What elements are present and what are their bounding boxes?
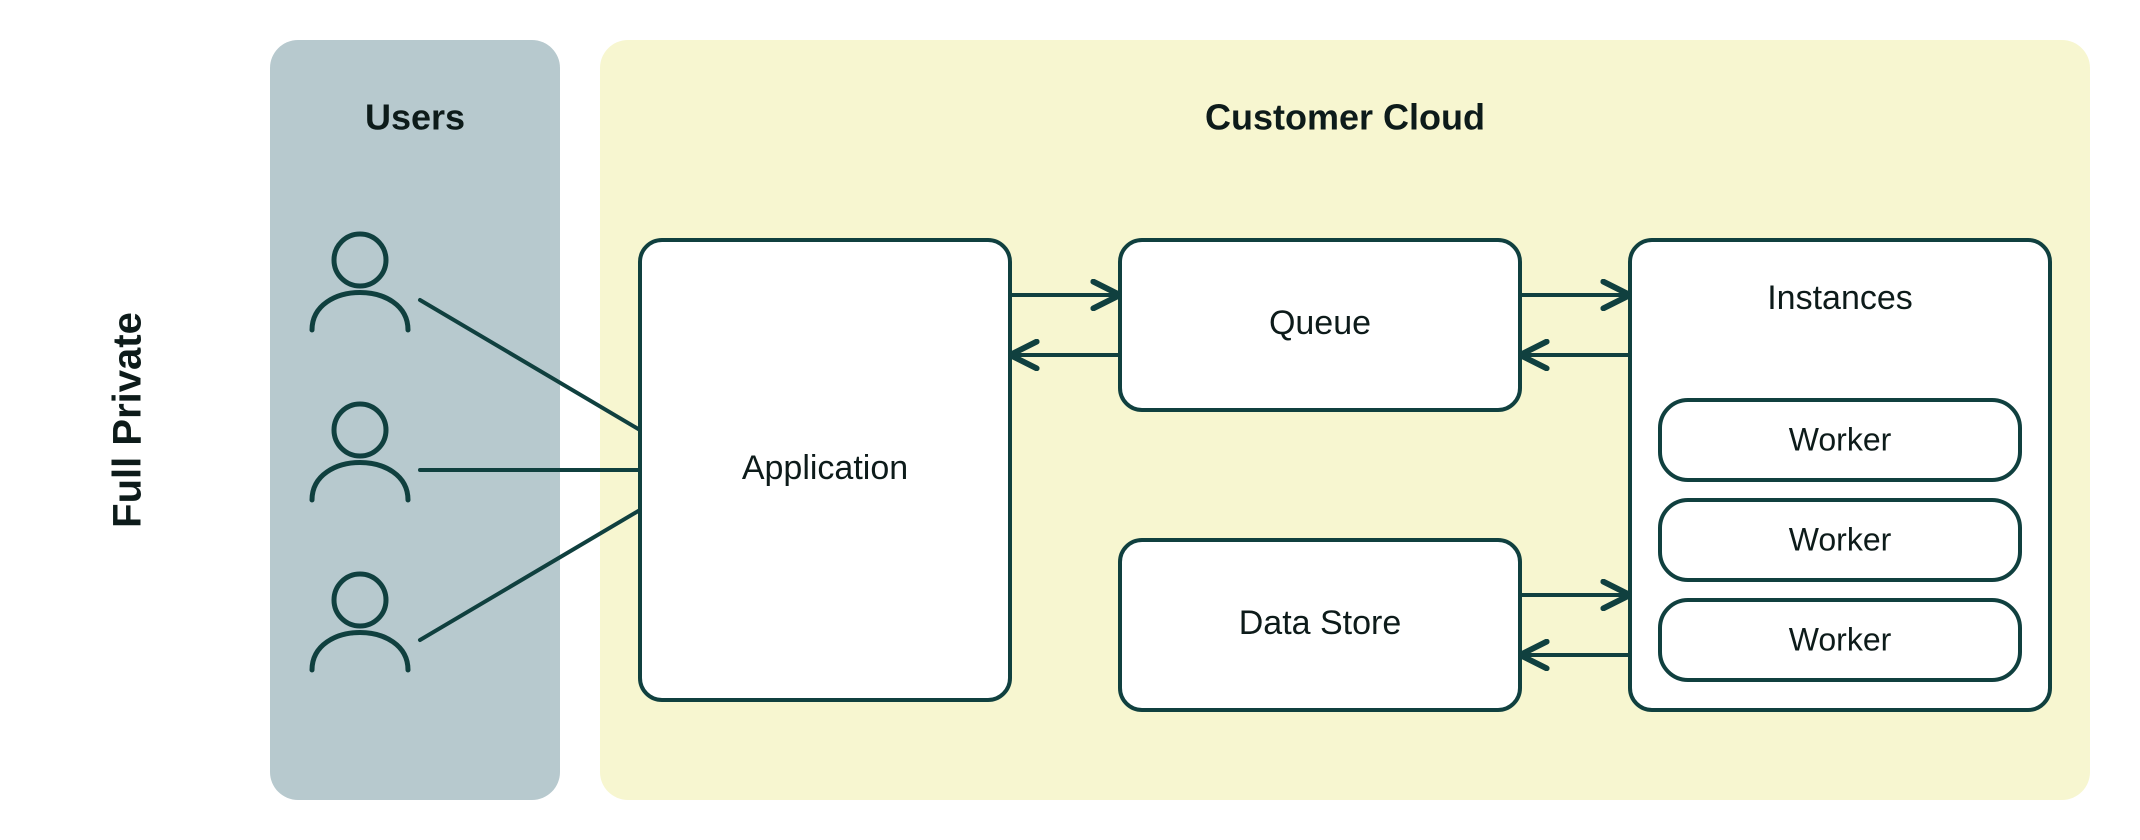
application-label: Application bbox=[742, 449, 908, 487]
users-panel bbox=[270, 40, 560, 800]
instances-label: Instances bbox=[1767, 279, 1913, 317]
datastore-label: Data Store bbox=[1239, 604, 1402, 642]
users-panel-title: Users bbox=[365, 97, 465, 138]
diagram-svg: Full Private Users Customer Cloud Applicati… bbox=[0, 0, 2140, 840]
diagram-stage: Full Private Users Customer Cloud Applicati… bbox=[0, 0, 2140, 840]
queue-label: Queue bbox=[1269, 304, 1371, 342]
worker-label-1: Worker bbox=[1789, 521, 1892, 557]
worker-label-2: Worker bbox=[1789, 621, 1892, 657]
side-title: Full Private bbox=[106, 312, 150, 528]
worker-label-0: Worker bbox=[1789, 421, 1892, 457]
cloud-panel-title: Customer Cloud bbox=[1205, 97, 1485, 138]
